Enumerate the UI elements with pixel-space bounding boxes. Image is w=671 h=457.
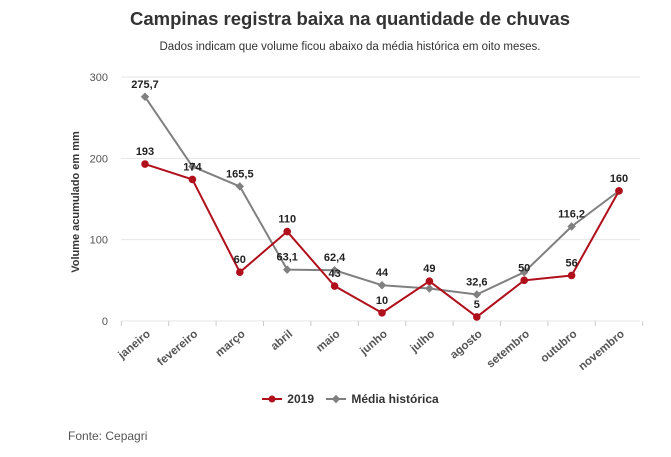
- data-label-media-historica: 44: [376, 267, 389, 279]
- point-2019: [283, 227, 292, 236]
- point-media-historica: [519, 267, 529, 277]
- point-media-historica: [235, 182, 245, 191]
- point-media-historica: [330, 266, 339, 275]
- data-label-media-historica: 32,6: [466, 276, 487, 288]
- legend-marker-gray-icon: [326, 394, 347, 404]
- data-label-2019: 174: [183, 161, 202, 173]
- legend-label-2019: 2019: [287, 392, 314, 406]
- y-axis-label: Volume acumulado em mm: [70, 131, 82, 273]
- chart-subtitle: Dados indicam que volume ficou abaixo da…: [159, 41, 541, 53]
- data-label-2019: 10: [376, 295, 388, 307]
- data-labels: 193 174 60 110 43 10 49 5 50 56 160 275,7 165,5 63,1 6…: [131, 79, 628, 311]
- point-media-historica: [140, 92, 150, 102]
- point-2019: [615, 187, 623, 195]
- data-label-2019: 5: [474, 299, 480, 311]
- point-media-historica: [377, 280, 387, 290]
- point-media-historica: [188, 162, 197, 171]
- x-tick-label: fevereiro: [155, 328, 200, 368]
- y-tick-label: 0: [102, 316, 108, 328]
- x-axis-ticks: janeiro fevereiro março abril maio junho julho…: [116, 328, 627, 373]
- y-axis-ticks: 0 100 200 300: [90, 72, 108, 328]
- data-label-media-historica: 62,4: [324, 252, 346, 264]
- point-media-historica: [282, 265, 292, 274]
- data-label-2019: 50: [518, 262, 530, 274]
- source-note: Fonte: Cepagri: [68, 429, 148, 443]
- x-tick-label: agosto: [448, 328, 485, 361]
- gridlines: [120, 76, 644, 326]
- legend-item-media-historica[interactable]: Média histórica: [325, 392, 439, 406]
- data-label-2019: 60: [234, 254, 246, 266]
- legend-item-2019[interactable]: 2019: [261, 392, 314, 406]
- x-tick-label: setembro: [485, 328, 532, 370]
- data-label-2019: 43: [328, 268, 340, 280]
- data-label-media-historica: 63,1: [276, 252, 297, 264]
- point-media-historica: [425, 284, 434, 293]
- x-tick-label: junho: [357, 328, 389, 358]
- point-2019: [330, 282, 339, 290]
- data-label-2019: 110: [278, 214, 296, 226]
- series-points: [140, 92, 624, 321]
- point-2019: [567, 271, 576, 280]
- x-tick-label: julho: [408, 328, 438, 355]
- chart-title: Campinas registra baixa na quantidade de…: [129, 8, 571, 29]
- data-label-2019: 160: [610, 173, 628, 185]
- point-2019: [141, 160, 149, 168]
- x-tick-label: novembro: [577, 328, 627, 373]
- data-label-media-historica: 116,2: [558, 208, 585, 220]
- point-media-historica: [472, 290, 482, 299]
- y-tick-label: 100: [90, 235, 108, 247]
- point-2019: [473, 313, 481, 321]
- series-line-media-historica: [144, 96, 620, 296]
- y-tick-label: 300: [90, 72, 108, 84]
- data-label-2019: 193: [136, 146, 154, 158]
- y-tick-label: 200: [90, 153, 108, 165]
- x-tick-label: maio: [314, 328, 342, 354]
- data-label-2019: 49: [423, 263, 435, 275]
- legend-marker-red-icon: [262, 395, 283, 403]
- x-tick-label: março: [214, 328, 248, 359]
- point-2019: [378, 309, 386, 317]
- x-tick-label: janeiro: [116, 328, 153, 362]
- x-tick-label: outubro: [539, 328, 580, 365]
- legend-label-media-historica: Média histórica: [351, 392, 439, 406]
- point-2019: [520, 276, 528, 285]
- data-label-media-historica: 275,7: [131, 79, 159, 91]
- data-label-media-historica: 165,5: [226, 168, 254, 180]
- point-2019: [425, 277, 434, 285]
- line-chart: 0 100 200 300 Volume acumulado em mm janeir…: [70, 72, 644, 373]
- x-tick-label: abril: [269, 328, 295, 353]
- legend: 2019 Média histórica: [0, 392, 671, 407]
- point-2019: [236, 268, 244, 277]
- point-2019: [188, 175, 197, 184]
- data-label-2019: 56: [565, 257, 577, 269]
